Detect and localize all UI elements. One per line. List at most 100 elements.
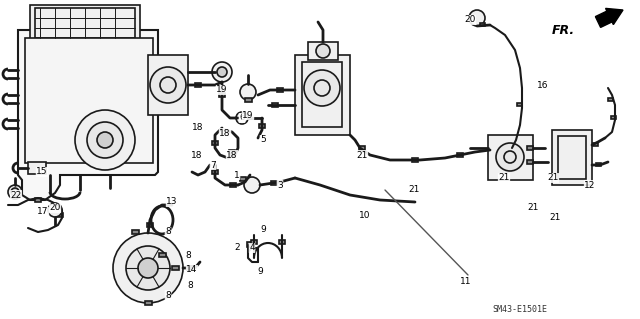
Text: 22: 22	[10, 190, 22, 199]
Circle shape	[87, 122, 123, 158]
Text: 7: 7	[210, 160, 216, 169]
Circle shape	[496, 143, 524, 171]
Bar	[131, 230, 138, 234]
Text: 14: 14	[186, 265, 198, 275]
Bar	[28, 162, 46, 174]
Text: 20: 20	[464, 16, 476, 25]
Bar	[457, 153, 463, 157]
Circle shape	[240, 84, 256, 100]
Text: 8: 8	[187, 280, 193, 290]
Text: 4: 4	[249, 243, 255, 253]
Bar	[148, 55, 188, 115]
Polygon shape	[18, 30, 158, 200]
Text: 8: 8	[165, 227, 171, 236]
Bar	[229, 150, 235, 154]
Text: 18: 18	[220, 129, 231, 137]
Bar	[145, 301, 152, 305]
Bar	[302, 62, 342, 127]
Bar	[172, 266, 179, 270]
Text: 18: 18	[227, 151, 237, 160]
Bar	[244, 98, 252, 102]
Circle shape	[48, 203, 62, 217]
Bar	[558, 136, 586, 179]
Bar	[527, 146, 533, 150]
Circle shape	[126, 246, 170, 290]
Bar	[412, 158, 418, 162]
Text: 19: 19	[216, 85, 228, 94]
Text: 2: 2	[234, 243, 240, 253]
Bar	[251, 240, 257, 244]
Text: SM43-E1501E: SM43-E1501E	[493, 306, 547, 315]
Text: 5: 5	[260, 136, 266, 145]
Bar	[277, 88, 283, 92]
Text: 11: 11	[460, 278, 472, 286]
Bar	[593, 143, 598, 146]
Bar	[30, 5, 140, 43]
Circle shape	[113, 233, 183, 303]
Bar	[259, 124, 265, 128]
Text: 9: 9	[260, 226, 266, 234]
Text: 21: 21	[499, 174, 509, 182]
Bar	[240, 177, 246, 181]
Text: 17: 17	[37, 207, 49, 217]
Circle shape	[8, 185, 22, 199]
Bar	[230, 183, 236, 187]
Bar	[35, 198, 41, 202]
FancyArrow shape	[595, 8, 623, 27]
Text: 3: 3	[277, 181, 283, 189]
Text: 21: 21	[547, 174, 559, 182]
Bar	[219, 93, 225, 97]
Circle shape	[316, 44, 330, 58]
Text: 21: 21	[408, 186, 420, 195]
Bar	[488, 135, 533, 180]
Text: 12: 12	[584, 181, 596, 189]
Bar	[516, 103, 522, 106]
Bar	[247, 242, 253, 247]
Circle shape	[469, 10, 485, 26]
Bar	[479, 23, 484, 26]
Circle shape	[244, 177, 260, 193]
Bar	[187, 266, 193, 270]
Bar	[25, 38, 153, 163]
Circle shape	[138, 258, 158, 278]
Text: 8: 8	[165, 291, 171, 300]
Bar	[147, 223, 153, 226]
Text: 1: 1	[234, 170, 240, 180]
Bar	[35, 8, 135, 38]
Bar	[271, 181, 277, 185]
Bar	[527, 160, 533, 164]
Text: 21: 21	[549, 213, 561, 222]
Text: 13: 13	[166, 197, 178, 206]
Circle shape	[75, 110, 135, 170]
Bar	[159, 253, 166, 257]
Bar	[308, 42, 338, 60]
Text: 19: 19	[243, 110, 253, 120]
Bar	[295, 55, 350, 135]
Text: FR.: FR.	[552, 24, 575, 36]
Text: 18: 18	[192, 123, 204, 132]
Text: 9: 9	[257, 268, 263, 277]
Text: 21: 21	[356, 151, 368, 160]
Circle shape	[212, 62, 232, 82]
Bar	[212, 170, 218, 174]
Text: 15: 15	[36, 167, 48, 176]
Circle shape	[304, 70, 340, 106]
Bar	[359, 146, 365, 150]
Text: 21: 21	[527, 203, 539, 211]
Circle shape	[217, 67, 227, 77]
Circle shape	[150, 67, 186, 103]
Circle shape	[11, 188, 19, 196]
Circle shape	[236, 112, 248, 124]
Text: 18: 18	[191, 151, 203, 160]
Text: 16: 16	[537, 80, 548, 90]
Bar	[595, 163, 600, 166]
Text: 10: 10	[359, 211, 371, 219]
Bar	[195, 83, 201, 86]
Bar	[552, 130, 592, 185]
Bar	[611, 116, 616, 119]
Text: 8: 8	[185, 250, 191, 259]
Bar	[212, 141, 218, 145]
Text: 20: 20	[49, 204, 61, 212]
Bar	[279, 240, 285, 244]
Text: 6: 6	[239, 114, 245, 122]
